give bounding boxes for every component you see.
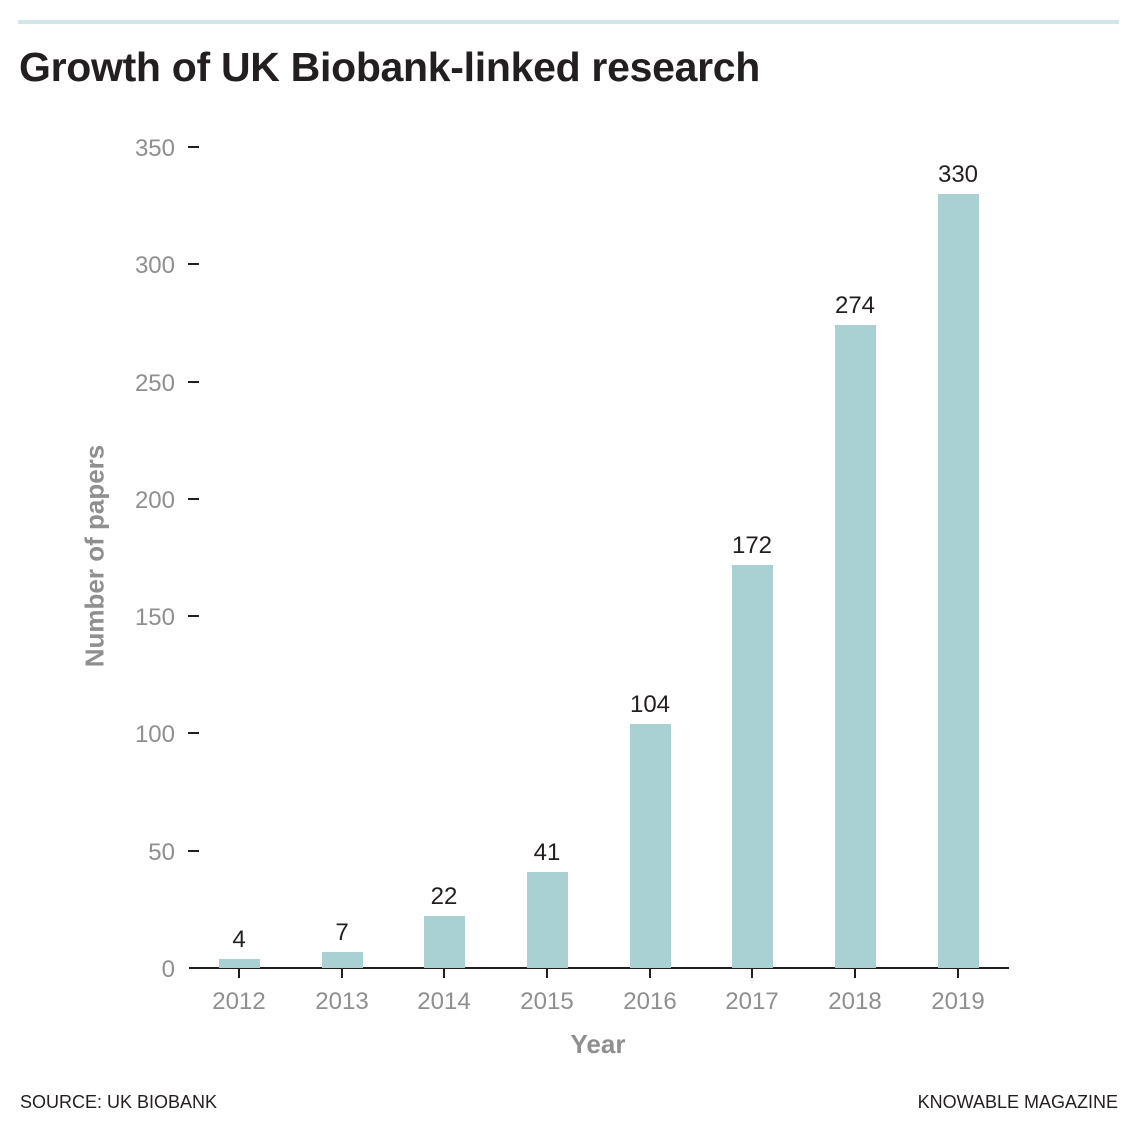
y-tick-mark [188, 615, 199, 618]
top-rule [18, 20, 1119, 24]
y-tick-label: 300 [134, 252, 175, 280]
x-tick-mark [957, 968, 959, 978]
x-tick-mark [546, 968, 548, 978]
y-tick-mark [188, 732, 199, 735]
y-tick-mark [188, 849, 199, 852]
bar-value-label: 41 [533, 838, 561, 866]
x-tick-mark [854, 968, 856, 978]
bar-2019 [937, 193, 979, 968]
y-tick-mark [188, 497, 199, 500]
x-tick-mark [341, 968, 343, 978]
x-tick-label: 2018 [828, 988, 882, 1015]
x-axis-line [189, 967, 1009, 969]
y-tick-mark [188, 263, 199, 266]
x-tick-label: 2012 [212, 988, 266, 1015]
bar-value-label: 274 [834, 292, 876, 320]
y-tick-label: 100 [134, 721, 175, 749]
bar-value-label: 172 [731, 531, 773, 559]
publisher-credit: KNOWABLE MAGAZINE [917, 1092, 1118, 1112]
y-tick-label: 250 [134, 369, 175, 397]
bar-2017 [731, 564, 773, 968]
bar-value-label: 104 [629, 691, 671, 719]
x-tick-label: 2016 [623, 988, 677, 1015]
bar-2018 [834, 325, 876, 968]
x-tick-label: 2013 [315, 988, 369, 1015]
x-tick-label: 2019 [931, 988, 985, 1015]
y-tick-label: 200 [134, 486, 175, 514]
y-axis-title: Number of papers [79, 444, 110, 668]
bar-value-label: 330 [937, 160, 979, 188]
y-tick-mark [188, 146, 199, 148]
y-tick-label: 50 [148, 838, 175, 866]
x-tick-mark [649, 968, 651, 978]
bar-value-label: 4 [232, 925, 246, 953]
bar-2016 [629, 724, 671, 968]
y-tick-label: 350 [134, 135, 175, 162]
x-tick-mark [443, 968, 445, 978]
y-tick-label: 150 [134, 604, 175, 632]
x-tick-label: 2015 [520, 988, 574, 1015]
x-tick-mark [238, 968, 240, 978]
source-note: SOURCE: UK BIOBANK [20, 1092, 218, 1112]
bar-value-label: 7 [335, 918, 349, 946]
bar-value-label: 22 [430, 883, 458, 911]
bar-2015 [526, 871, 568, 968]
bar-2013 [321, 951, 363, 968]
x-axis-title: Year [570, 1029, 626, 1059]
bar-2014 [423, 916, 465, 968]
x-tick-label: 2017 [725, 988, 779, 1015]
y-tick-label: 0 [161, 956, 175, 983]
y-tick-mark [188, 380, 199, 383]
bar-2012 [218, 958, 260, 968]
chart-title: Growth of UK Biobank-linked research [19, 44, 760, 90]
x-tick-mark [751, 968, 753, 978]
x-tick-label: 2014 [417, 988, 471, 1015]
